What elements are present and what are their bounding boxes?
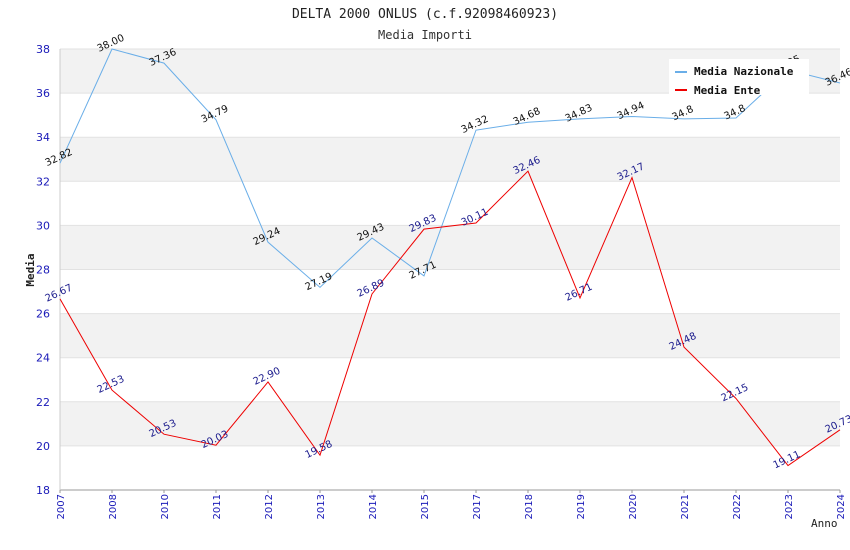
y-tick-label: 32 [36,175,50,188]
grid-band [60,137,840,182]
series-line-media-ente [59,170,841,467]
x-tick-label: 2017 [472,494,483,519]
series-line-media-nazionale [59,48,841,289]
data-label-media-ente: 19.11 [772,449,803,471]
y-tick-label: 26 [36,308,50,321]
y-ticks: 18 20 22 24 26 28 30 32 34 36 38 [36,43,50,497]
legend-box [669,59,809,95]
x-tick-label: 2020 [628,494,639,519]
data-label-media-nazionale: 27.19 [304,271,335,293]
grid-band [60,313,840,358]
x-tick-label: 2014 [368,494,379,519]
legend-label-media-ente: Media Ente [694,84,761,97]
x-tick-label: 2012 [264,494,275,519]
data-label-media-nazionale: 34.8 [723,103,748,122]
x-tick-label: 2008 [108,494,119,519]
data-label-media-nazionale: 34.94 [616,100,647,122]
chart-title: DELTA 2000 ONLUS (c.f.92098460923) [292,7,558,22]
x-tick-label: 2023 [784,494,795,519]
x-tick-label: 2013 [316,494,327,519]
x-tick-label: 2015 [420,494,431,519]
x-tick-label: 2018 [524,494,535,519]
x-tick-label: 2019 [576,494,587,519]
legend-label-media-nazionale: Media Nazionale [694,65,794,78]
data-label-media-ente: 26.67 [44,283,75,305]
y-tick-label: 30 [36,219,50,232]
data-label-media-ente: 22.53 [96,374,127,396]
y-tick-label: 38 [36,43,50,56]
data-label-media-nazionale: 34.68 [512,106,543,128]
y-tick-label: 34 [36,131,50,144]
chart-subtitle: Media Importi [378,28,472,42]
x-tick-label: 2007 [56,494,67,519]
y-tick-label: 24 [36,352,50,365]
data-label-media-nazionale: 34.83 [564,103,595,125]
y-tick-label: 36 [36,87,50,100]
data-label-media-ente: 22.90 [252,366,283,388]
y-tick-label: 20 [36,440,50,453]
data-label-media-ente: 22.15 [720,382,751,404]
grid-band [60,401,840,446]
data-label-media-ente: 26.71 [564,282,595,304]
series-lines [59,48,841,467]
x-tick-label: 2021 [680,494,691,519]
x-tick-label: 2024 [836,494,847,519]
x-tick-label: 2011 [212,494,223,519]
data-label-media-nazionale: 34.8 [671,104,696,123]
x-tick-label: 2022 [732,494,743,519]
x-axis-label: Anno [811,517,838,530]
legend: Media Nazionale Media Ente [669,59,809,97]
y-tick-label: 18 [36,484,50,497]
x-ticks: 2007 2008 2010 2011 2012 2013 2014 2015 2017 2018… [56,490,847,519]
y-tick-label: 22 [36,396,50,409]
background-bands [60,49,840,446]
y-tick-label: 28 [36,264,50,277]
y-axis-label: Media [24,253,37,286]
grid-band [60,225,840,270]
x-tick-label: 2010 [160,494,171,519]
